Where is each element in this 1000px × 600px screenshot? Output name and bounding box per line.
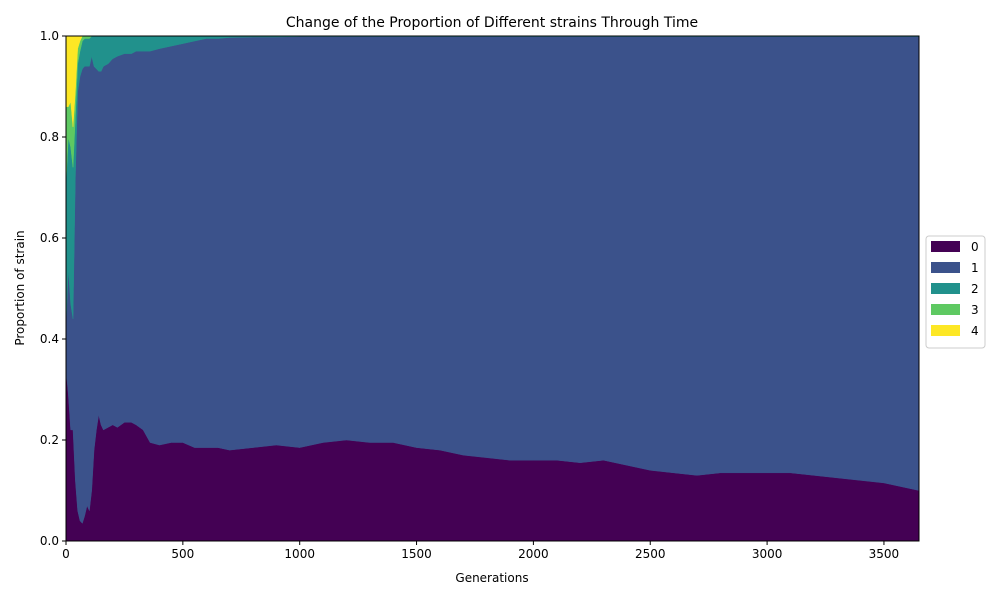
legend-swatch-0 <box>931 241 960 252</box>
y-axis-label: Proportion of strain <box>13 230 27 345</box>
legend-label-3: 3 <box>971 303 979 317</box>
x-tick-label: 0 <box>62 547 70 561</box>
legend-label-1: 1 <box>971 261 979 275</box>
x-tick-label: 500 <box>171 547 194 561</box>
chart-title: Change of the Proportion of Different st… <box>286 15 698 31</box>
x-tick-label: 3500 <box>869 547 900 561</box>
x-tick-label: 3000 <box>752 547 783 561</box>
y-axis: 0.0 0.2 0.4 0.6 0.8 1.0 <box>40 29 66 548</box>
y-tick-label: 1.0 <box>40 29 59 43</box>
legend-swatch-2 <box>931 283 960 294</box>
legend-label-2: 2 <box>971 282 979 296</box>
y-tick-label: 0.0 <box>40 534 59 548</box>
y-tick-label: 0.8 <box>40 130 59 144</box>
x-axis: 0 500 1000 1500 2000 2500 3000 3500 <box>62 541 899 561</box>
x-tick-label: 2000 <box>518 547 549 561</box>
y-tick-label: 0.2 <box>40 433 59 447</box>
legend-swatch-1 <box>931 262 960 273</box>
legend-label-4: 4 <box>971 324 979 338</box>
legend-swatch-4 <box>931 325 960 336</box>
y-tick-label: 0.4 <box>40 332 59 346</box>
x-axis-label: Generations <box>455 571 528 585</box>
y-tick-label: 0.6 <box>40 231 59 245</box>
legend-label-0: 0 <box>971 240 979 254</box>
legend: 0 1 2 3 4 <box>925 235 986 349</box>
area-series-group <box>65 35 920 542</box>
x-tick-label: 2500 <box>635 547 666 561</box>
x-tick-label: 1500 <box>401 547 432 561</box>
plot-frame <box>65 35 920 542</box>
x-tick-label: 1000 <box>284 547 315 561</box>
legend-swatch-3 <box>931 304 960 315</box>
